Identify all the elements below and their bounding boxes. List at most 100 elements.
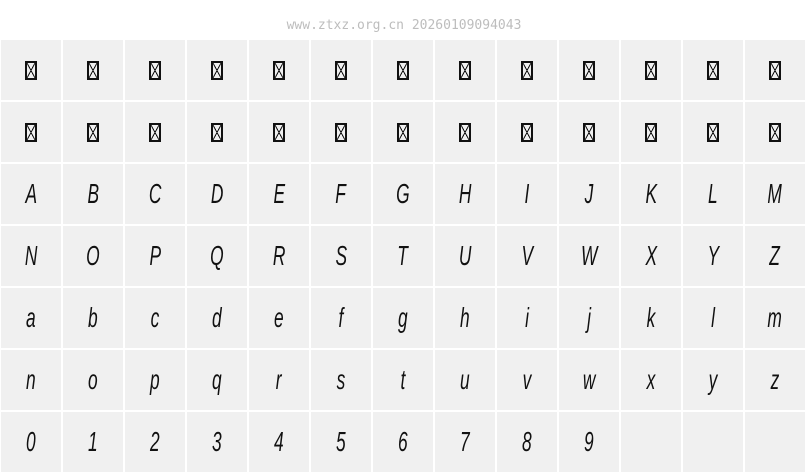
glyph-cell: d (187, 288, 247, 348)
glyph-cell: O (63, 226, 123, 286)
glyph: 5 (336, 426, 346, 457)
glyph-cell: R (249, 226, 309, 286)
glyph-cell: X (621, 226, 681, 286)
glyph: s (336, 364, 346, 395)
glyph-cell: 9 (559, 412, 619, 472)
glyph: 2 (150, 426, 160, 457)
glyph-cell: k (621, 288, 681, 348)
glyph-cell (249, 102, 309, 162)
glyph-cell: j (559, 288, 619, 348)
missing-glyph-icon (521, 60, 533, 80)
glyph-cell: m (745, 288, 805, 348)
glyph-cell: 3 (187, 412, 247, 472)
glyph-cell: L (683, 164, 743, 224)
missing-glyph-icon (25, 60, 37, 80)
glyph-cell: p (125, 350, 185, 410)
missing-glyph-icon (87, 122, 99, 142)
glyph-cell: v (497, 350, 557, 410)
glyph-cell: U (435, 226, 495, 286)
glyph-cell: 5 (311, 412, 371, 472)
glyph: j (587, 302, 591, 333)
glyph-cell: n (1, 350, 61, 410)
missing-glyph-icon (459, 60, 471, 80)
glyph-cell: V (497, 226, 557, 286)
glyph-cell: z (745, 350, 805, 410)
glyph: d (212, 302, 222, 333)
glyph-cell: f (311, 288, 371, 348)
glyph: F (335, 178, 347, 209)
glyph-cell (373, 40, 433, 100)
glyph: L (708, 178, 718, 209)
glyph-cell: 7 (435, 412, 495, 472)
glyph-cell: x (621, 350, 681, 410)
glyph-cell: 4 (249, 412, 309, 472)
missing-glyph-icon (273, 122, 285, 142)
glyph: T (397, 240, 409, 271)
missing-glyph-icon (397, 122, 409, 142)
glyph-cell (187, 102, 247, 162)
glyph: X (645, 240, 657, 271)
glyph: l (711, 302, 715, 333)
glyph: D (210, 178, 224, 209)
glyph-cell: h (435, 288, 495, 348)
missing-glyph-icon (211, 60, 223, 80)
glyph: C (148, 178, 162, 209)
missing-glyph-icon (707, 122, 719, 142)
glyph: W (580, 240, 598, 271)
empty-cell (683, 412, 743, 472)
glyph-cell (311, 40, 371, 100)
glyph-cell: B (63, 164, 123, 224)
glyph: R (272, 240, 286, 271)
glyph-cell: J (559, 164, 619, 224)
glyph-cell: u (435, 350, 495, 410)
glyph: u (460, 364, 470, 395)
glyph-cell: Q (187, 226, 247, 286)
glyph: Z (769, 240, 781, 271)
glyph-cell: G (373, 164, 433, 224)
glyph-cell: g (373, 288, 433, 348)
glyph-cell (497, 102, 557, 162)
missing-glyph-icon (211, 122, 223, 142)
glyph: E (273, 178, 285, 209)
glyph-cell: q (187, 350, 247, 410)
glyph-cell: 0 (1, 412, 61, 472)
glyph: Y (707, 240, 719, 271)
missing-glyph-icon (645, 60, 657, 80)
glyph-cell (63, 102, 123, 162)
glyph-cell: S (311, 226, 371, 286)
missing-glyph-icon (87, 60, 99, 80)
glyph: g (398, 302, 408, 333)
glyph-cell: T (373, 226, 433, 286)
glyph-cell (125, 40, 185, 100)
glyph: S (335, 240, 347, 271)
glyph-cell: K (621, 164, 681, 224)
missing-glyph-icon (769, 122, 781, 142)
glyph: 7 (460, 426, 470, 457)
glyph-cell (373, 102, 433, 162)
missing-glyph-icon (707, 60, 719, 80)
glyph: t (400, 364, 406, 395)
glyph: b (88, 302, 98, 333)
glyph-cell: F (311, 164, 371, 224)
glyph: G (396, 178, 410, 209)
glyph-cell: 2 (125, 412, 185, 472)
missing-glyph-icon (459, 122, 471, 142)
glyph-cell: s (311, 350, 371, 410)
glyph-cell: H (435, 164, 495, 224)
glyph: a (26, 302, 36, 333)
glyph-cell (683, 102, 743, 162)
missing-glyph-icon (335, 60, 347, 80)
glyph-cell: i (497, 288, 557, 348)
glyph-cell (1, 40, 61, 100)
glyph-cell: c (125, 288, 185, 348)
glyph-cell (745, 102, 805, 162)
glyph-cell: N (1, 226, 61, 286)
glyph-cell: M (745, 164, 805, 224)
glyph: e (274, 302, 284, 333)
glyph: O (86, 240, 100, 271)
glyph-cell: A (1, 164, 61, 224)
glyph-cell (745, 40, 805, 100)
glyph: 3 (212, 426, 222, 457)
glyph: 8 (522, 426, 532, 457)
